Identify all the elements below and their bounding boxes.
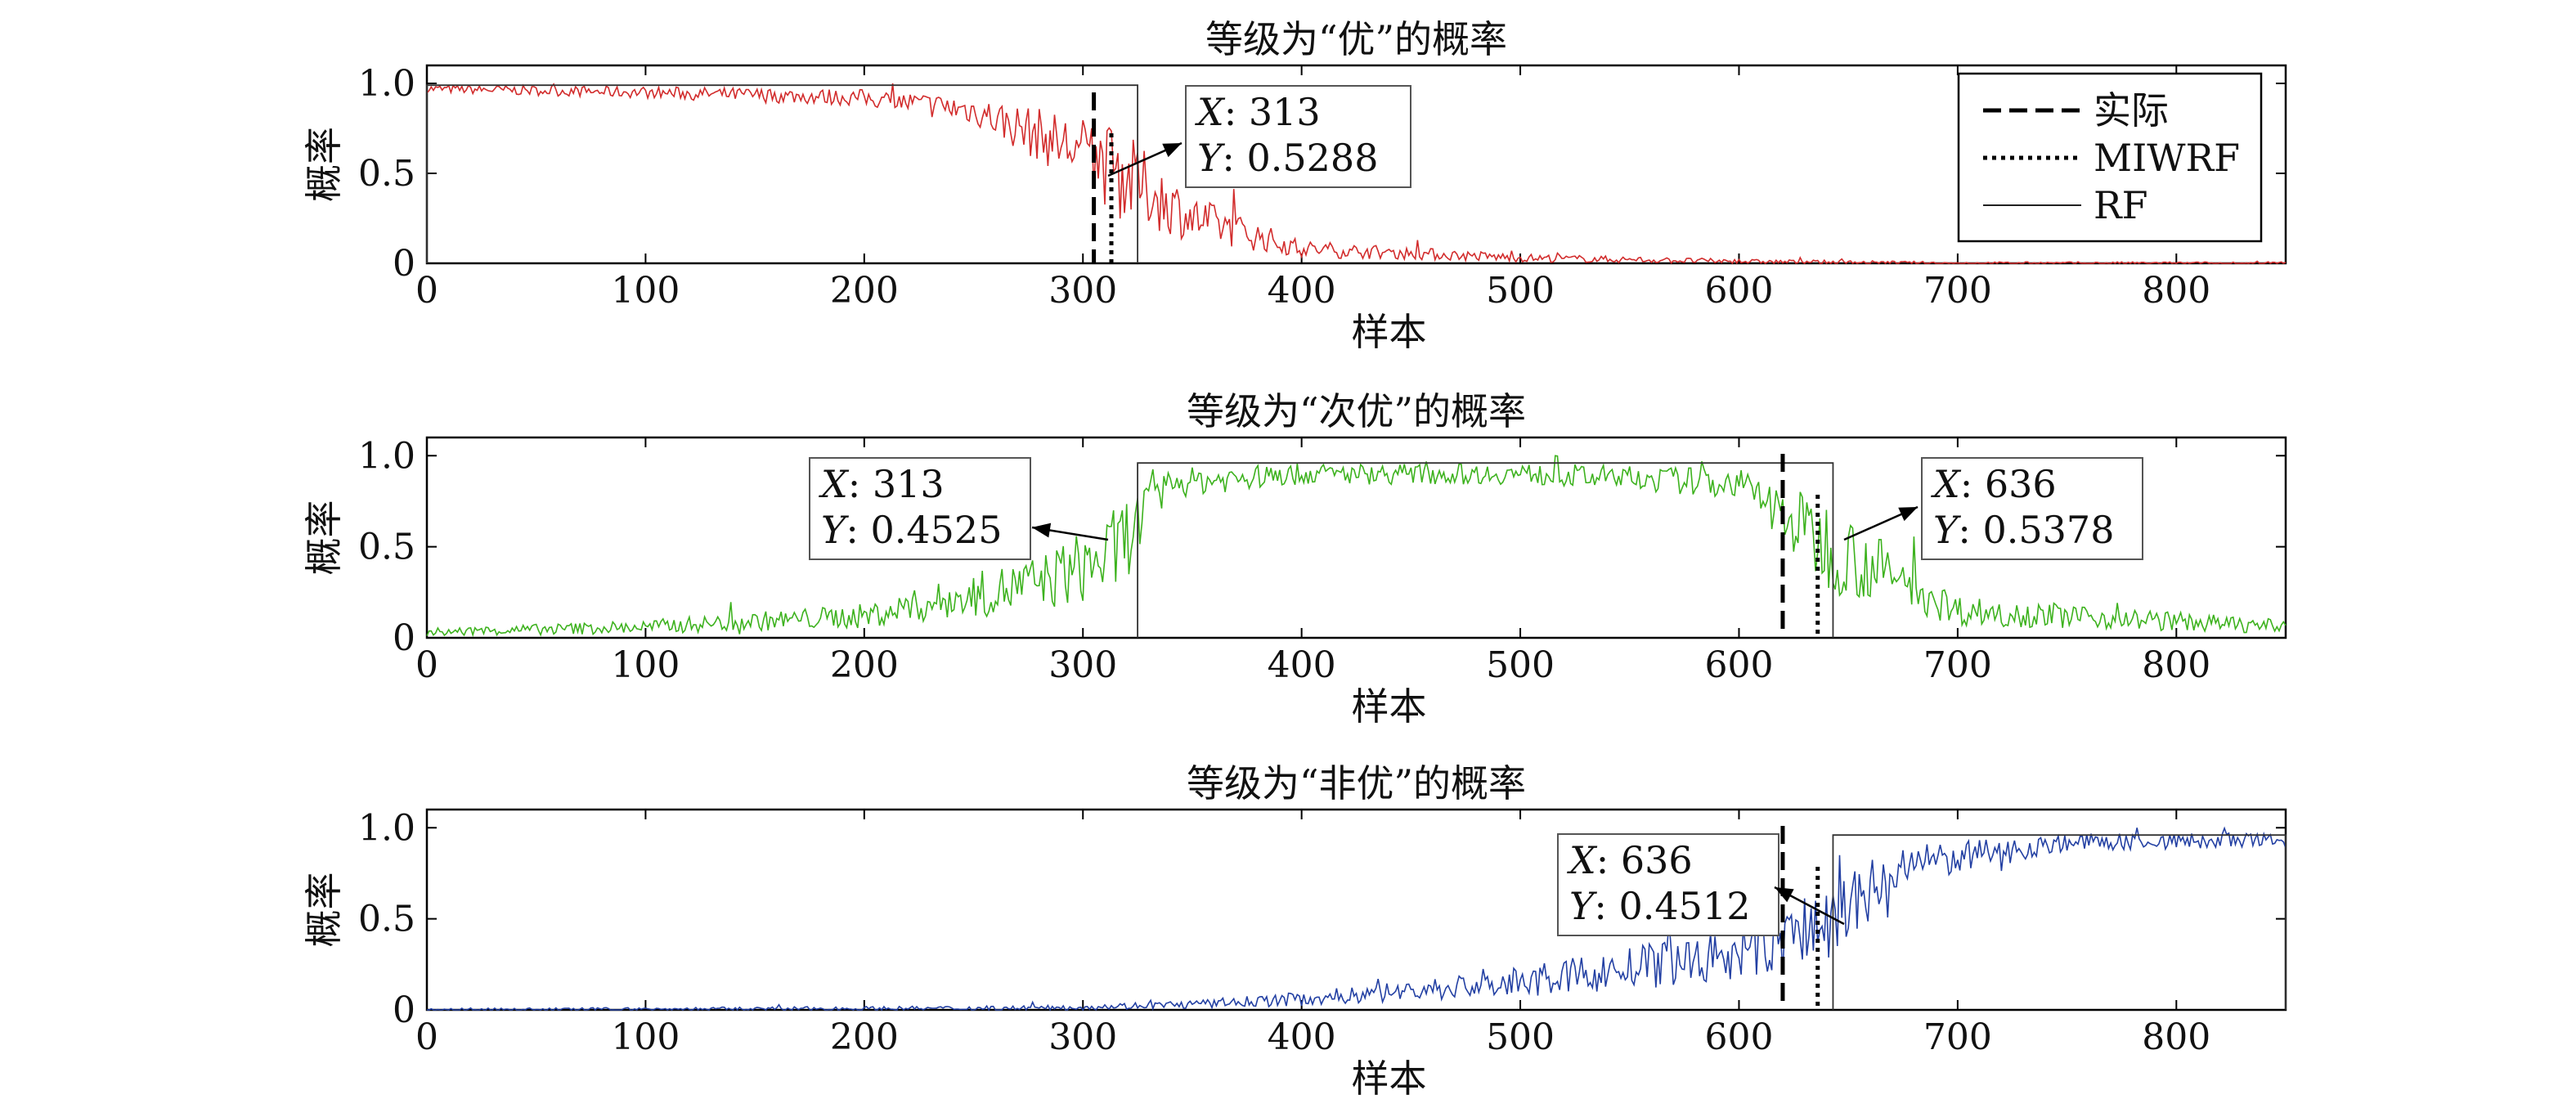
x-axis-label: 样本 — [1352, 310, 1427, 354]
legend-entry: 实际 — [2094, 88, 2169, 132]
panel-title: 等级为“非优”的概率 — [1187, 761, 1526, 805]
datatip-box — [1921, 457, 2143, 560]
x-axis-label: 样本 — [1352, 684, 1427, 729]
x-tick-label: 600 — [1704, 644, 1773, 686]
datatip-y-line: Y: 0.4512 — [1569, 884, 1750, 928]
x-tick-label: 300 — [1048, 270, 1117, 312]
x-tick-label: 600 — [1704, 270, 1773, 312]
x-tick-label: 800 — [2142, 1016, 2210, 1058]
datatip-box — [1557, 833, 1779, 936]
y-tick-label: 0 — [393, 617, 415, 659]
datatip-arrowhead — [1162, 143, 1182, 158]
x-tick-label: 400 — [1268, 644, 1336, 686]
x-tick-label: 400 — [1268, 1016, 1336, 1058]
legend-entry: RF — [2094, 183, 2148, 227]
y-tick-label: 1.0 — [358, 807, 415, 849]
x-tick-label: 100 — [611, 1016, 680, 1058]
x-tick-label: 800 — [2142, 644, 2210, 686]
x-tick-label: 200 — [830, 644, 899, 686]
plot-area-2 — [425, 808, 2287, 1012]
datatip-arrowhead — [1032, 523, 1052, 538]
y-axis-label: 概率 — [302, 500, 346, 576]
datatip-x-line: X: 636 — [1931, 462, 2057, 506]
rf-region-box — [1832, 834, 2287, 1010]
rf-region-box — [426, 84, 1138, 263]
datatip-arrowhead — [1898, 507, 1918, 522]
x-tick-label: 100 — [611, 270, 680, 312]
datatip-x-line: X: 313 — [819, 462, 945, 506]
datatip-x-line: X: 313 — [1195, 90, 1321, 134]
x-tick-label: 300 — [1048, 644, 1117, 686]
x-tick-label: 700 — [1923, 1016, 1992, 1058]
x-tick-label: 500 — [1486, 644, 1555, 686]
legend-entry: MIWRF — [2094, 136, 2240, 180]
datatip-box — [1185, 85, 1411, 188]
x-tick-label: 200 — [830, 270, 899, 312]
panel-title: 等级为“次优”的概率 — [1187, 389, 1526, 433]
datatip-y-line: Y: 0.5378 — [1933, 508, 2114, 552]
x-axis-label: 样本 — [1352, 1056, 1427, 1101]
x-tick-label: 300 — [1048, 1016, 1117, 1058]
rf-series-line — [426, 83, 2287, 265]
rf-series-line — [426, 826, 2287, 1012]
y-tick-label: 1.0 — [358, 435, 415, 477]
x-tick-label: 700 — [1923, 270, 1992, 312]
y-tick-label: 0 — [393, 989, 415, 1031]
y-tick-label: 0.5 — [358, 153, 415, 195]
datatip-box — [809, 457, 1031, 560]
y-tick-label: 0 — [393, 243, 415, 285]
datatip-y-line: Y: 0.4525 — [821, 508, 1002, 552]
x-tick-label: 600 — [1704, 1016, 1773, 1058]
x-tick-label: 500 — [1486, 1016, 1555, 1058]
y-tick-label: 1.0 — [358, 63, 415, 105]
panel-title: 等级为“优”的概率 — [1205, 17, 1507, 61]
x-tick-label: 0 — [415, 270, 438, 312]
x-tick-label: 800 — [2142, 270, 2210, 312]
datatip-arrowhead — [1775, 887, 1794, 903]
x-tick-label: 100 — [611, 644, 680, 686]
x-tick-label: 400 — [1268, 270, 1336, 312]
y-tick-label: 0.5 — [358, 527, 415, 568]
rf-region-box — [1137, 462, 1834, 638]
x-tick-label: 700 — [1923, 644, 1992, 686]
datatip-x-line: X: 636 — [1567, 838, 1693, 882]
x-tick-label: 500 — [1486, 270, 1555, 312]
y-axis-label: 概率 — [302, 127, 346, 202]
plot-area-1 — [425, 436, 2287, 639]
datatip-y-line: Y: 0.5288 — [1197, 136, 1378, 180]
rf-series-line — [426, 455, 2287, 638]
x-tick-label: 0 — [415, 644, 438, 686]
y-axis-label: 概率 — [302, 873, 346, 948]
x-tick-label: 0 — [415, 1016, 438, 1058]
y-tick-label: 0.5 — [358, 899, 415, 940]
x-tick-label: 200 — [830, 1016, 899, 1058]
legend-box — [1957, 72, 2263, 243]
